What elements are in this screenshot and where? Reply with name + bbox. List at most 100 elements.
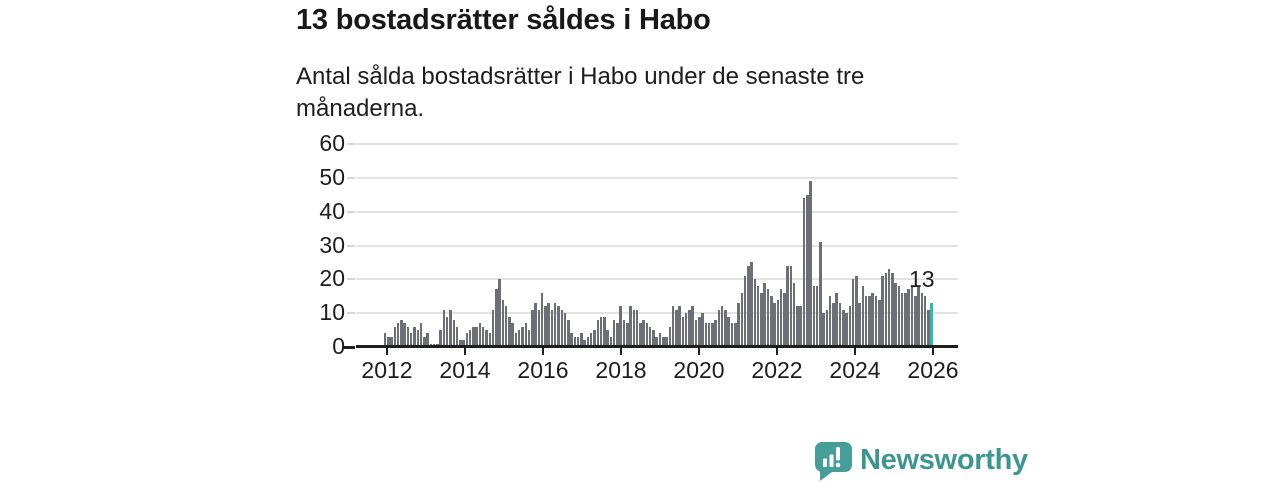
x-axis-label: 2016 [517,357,569,383]
bar [897,286,901,347]
x-axis-label: 2026 [907,357,959,383]
bar [747,265,750,347]
bar [802,198,806,347]
bar [871,292,874,347]
bar [472,326,475,347]
bar [812,286,816,347]
bar [878,299,881,347]
bar [737,303,740,347]
bar [691,306,694,347]
bar [475,326,478,347]
bar [439,330,442,347]
bar [815,286,819,347]
bar [714,319,717,347]
x-axis-label: 2020 [673,357,725,383]
gridline [356,278,958,281]
x-axis-tick [932,347,934,355]
bar [409,333,413,347]
bar [864,296,868,347]
bar [822,313,825,347]
bar [521,326,524,347]
bar [806,194,809,347]
bar [861,286,865,347]
bar [828,296,832,347]
bar [481,326,485,347]
bar [586,336,590,347]
page-title: 13 bostadsrätter såldes i Habo [296,4,711,36]
x-axis-label: 2024 [829,357,881,383]
bar [553,303,557,347]
bar [560,309,564,347]
bar [580,333,583,347]
y-axis-label: 20 [319,265,345,292]
bar-highlighted [930,303,933,347]
bar [531,309,534,347]
bar [675,309,678,347]
bar [891,272,894,347]
bar [537,309,541,347]
bar [694,319,698,347]
bar [563,313,567,347]
bar [894,282,897,347]
bar [874,296,878,347]
bar [776,299,780,347]
x-axis-label: 2018 [595,357,647,383]
bar [783,292,786,347]
bar [573,336,577,347]
y-axis-label: 50 [319,163,345,190]
bar [727,316,730,347]
bar [423,336,426,347]
bar [763,282,766,347]
bar [884,272,888,347]
bar [665,336,668,347]
bar [799,306,802,347]
last-value-annotation: 13 [909,266,935,292]
bar [540,292,544,347]
bar [593,330,596,347]
gridline [356,210,958,213]
bar [724,309,727,347]
bar [508,316,511,347]
y-axis-tick [347,143,355,145]
gridline [356,312,958,315]
bar [596,319,600,347]
bar [390,336,393,347]
bar [923,296,927,347]
bar [658,333,662,347]
y-axis-label: 0 [332,333,345,359]
x-axis-tick [698,347,700,355]
bar [662,336,665,347]
bar [639,323,642,347]
bar [544,306,547,347]
bar [855,275,858,347]
bar [576,336,580,347]
y-axis-tick [343,345,355,349]
bar [534,303,537,347]
bar [881,275,884,347]
bar [393,326,397,347]
bar [688,309,691,347]
bar [491,309,495,347]
bar [498,279,501,347]
bar [904,292,907,347]
bar [570,333,573,347]
bar [527,330,531,347]
bar [609,336,613,347]
x-axis-tick [542,347,544,355]
bar [655,336,658,347]
bar [514,333,518,347]
bar [678,306,681,347]
y-axis-label: 30 [319,231,345,258]
newsworthy-logo: Newsworthy [812,440,1028,482]
bar [452,319,456,347]
bar [786,265,789,347]
bar [851,279,855,347]
bar [920,292,924,347]
bar [426,333,429,347]
bar [914,296,917,347]
bar [459,340,462,347]
bar [819,242,822,347]
bar [652,330,655,347]
newsworthy-logo-icon [815,442,852,481]
bar [462,340,465,347]
